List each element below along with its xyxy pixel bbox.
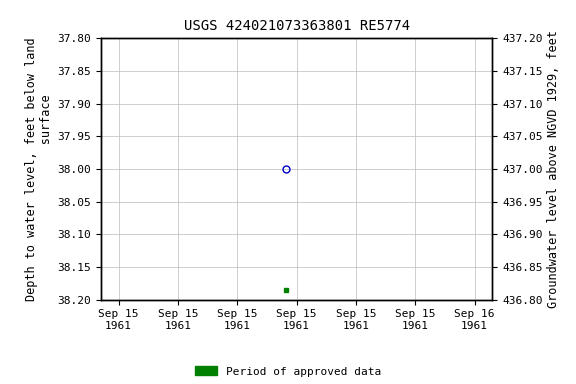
Title: USGS 424021073363801 RE5774: USGS 424021073363801 RE5774 [184,19,410,33]
Y-axis label: Depth to water level, feet below land
              surface: Depth to water level, feet below land su… [25,37,53,301]
Legend: Period of approved data: Period of approved data [195,366,381,377]
Y-axis label: Groundwater level above NGVD 1929, feet: Groundwater level above NGVD 1929, feet [547,30,560,308]
